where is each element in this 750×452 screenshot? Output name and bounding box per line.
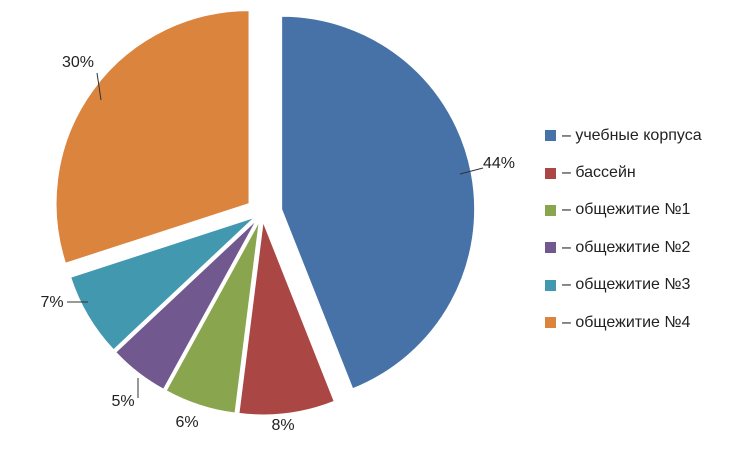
legend-item: – учебные корпуса [545, 117, 745, 154]
data-label: 7% [40, 294, 63, 311]
data-label: 8% [271, 417, 294, 434]
legend-swatch [545, 242, 556, 254]
pie-slice [70, 217, 255, 351]
legend-swatch [545, 130, 556, 142]
pie-slice [165, 221, 260, 414]
legend-label: – общежитие №3 [562, 276, 691, 294]
legend-label: – общежитие №4 [562, 313, 691, 331]
pie-slice [238, 221, 335, 416]
data-label: 5% [111, 393, 134, 410]
legend-swatch [545, 204, 556, 216]
pie-slice [115, 219, 257, 390]
pie-slice [55, 10, 250, 264]
chart-legend: – учебные корпуса – бассейн – общежитие №1… [545, 117, 745, 341]
pie-slice [281, 15, 476, 390]
data-label: 30% [62, 54, 94, 71]
legend-label: – общежитие №1 [562, 201, 691, 219]
legend-swatch [545, 279, 556, 291]
leader-line [96, 72, 102, 101]
legend-item: – бассейн [545, 154, 745, 191]
legend-item: – общежитие №3 [545, 267, 745, 304]
legend-label: – бассейн [562, 164, 636, 182]
legend-swatch [545, 317, 556, 329]
legend-swatch [545, 167, 556, 179]
legend-item: – общежитие №4 [545, 304, 745, 341]
legend-item: – общежитие №1 [545, 192, 745, 229]
legend-item: – общежитие №2 [545, 229, 745, 266]
data-label: 6% [175, 414, 198, 431]
leader-line [459, 167, 484, 175]
legend-label: – общежитие №2 [562, 238, 691, 256]
data-label: 44% [483, 155, 515, 172]
legend-label: – учебные корпуса [562, 126, 702, 144]
